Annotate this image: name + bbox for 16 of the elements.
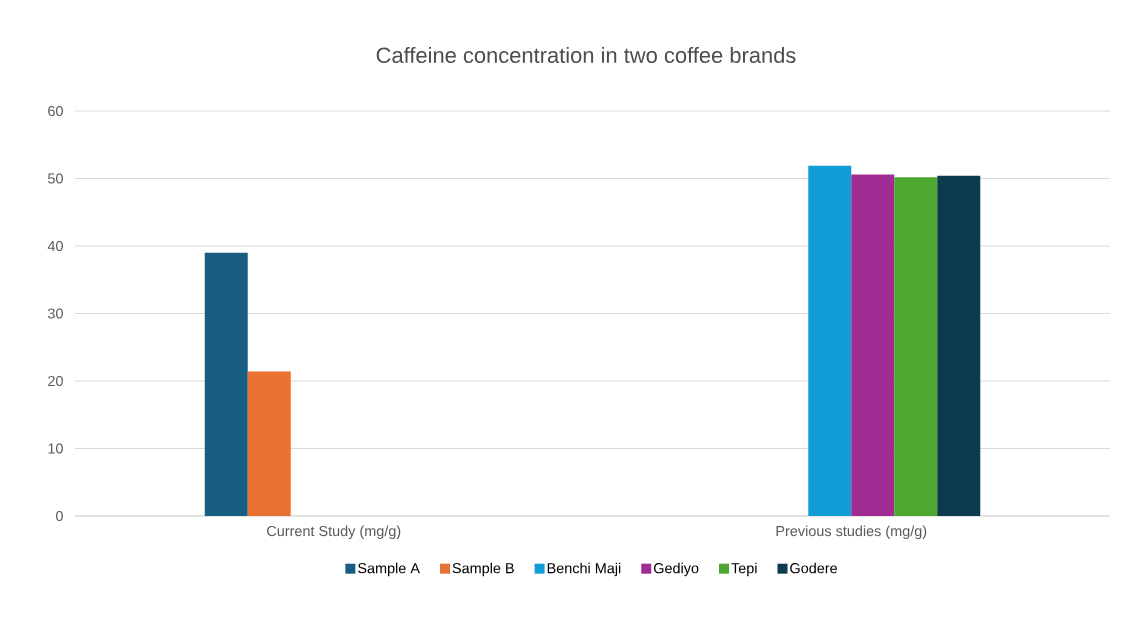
legend-label: Benchi Maji xyxy=(547,562,621,577)
legend-label: Godere xyxy=(790,562,838,574)
y-tick-label: 60 xyxy=(48,105,63,117)
chart-title: Caffeine concentration in two coffee brands xyxy=(376,46,796,64)
x-tick-label: Previous studies (mg/g) xyxy=(776,525,927,539)
legend-label: Sample B xyxy=(452,562,514,577)
y-tick-label: 0 xyxy=(56,510,63,522)
legend-label: Tepi xyxy=(731,562,757,577)
y-tick-label: 30 xyxy=(47,308,63,319)
legend-label: Sample A xyxy=(358,562,420,577)
y-tick-label: 40 xyxy=(47,240,63,252)
x-tick-label: Current Study (mg/g) xyxy=(267,525,401,539)
y-tick-label: 20 xyxy=(48,375,63,387)
y-tick-label: 10 xyxy=(48,443,63,454)
y-tick-label: 50 xyxy=(47,173,63,184)
legend-label: Gediyo xyxy=(653,562,699,577)
